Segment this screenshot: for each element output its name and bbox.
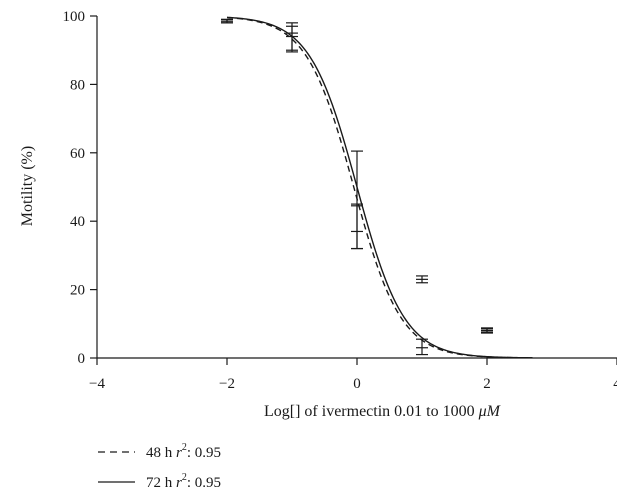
errorbar-s0-p3: [416, 276, 428, 283]
y-tick-label-20: 20: [70, 283, 85, 299]
y-axis-title: Motility (%): [19, 146, 36, 226]
legend-label-48h: 48 h r2: 0.95: [146, 442, 221, 461]
y-tick-label-80: 80: [70, 77, 85, 93]
errorbar-s1-p0: [221, 19, 233, 22]
x-tick-label-−4: −4: [89, 376, 105, 392]
legend-48h-suffix: : 0.95: [187, 445, 221, 461]
error-bars: [221, 19, 493, 354]
errorbar-s1-p1: [286, 26, 298, 50]
legend-48h-prefix: 48 h: [146, 445, 176, 461]
x-tick-label-2: 2: [483, 376, 491, 392]
y-tick-label-0: 0: [78, 351, 86, 367]
legend-72h-suffix: : 0.95: [187, 475, 221, 491]
x-tick-label-−2: −2: [219, 376, 235, 392]
legend: 48 h r2: 0.95 72 h r2: 0.95: [98, 442, 221, 491]
x-tick-label-4: 4: [613, 376, 617, 392]
curve-series-0: [227, 18, 533, 358]
legend-72h-prefix: 72 h: [146, 475, 176, 491]
errorbar-s1-p2: [351, 204, 363, 248]
x-axis-title-main: Log[] of ivermectin 0.01 to 1000: [264, 403, 479, 420]
legend-label-72h: 72 h r2: 0.95: [146, 472, 221, 491]
fitted-curves: [227, 17, 533, 357]
y-tick-label-100: 100: [63, 9, 86, 25]
x-tick-label-0: 0: [353, 376, 361, 392]
axes: 0 20 40 60 80 100 −4 −2 0 2 4: [63, 9, 617, 392]
y-tick-label-40: 40: [70, 214, 85, 230]
x-axis-title: Log[] of ivermectin 0.01 to 1000 μM: [264, 403, 502, 420]
x-axis-title-unit: μM: [478, 403, 502, 420]
curve-series-1: [227, 17, 533, 357]
y-tick-label-60: 60: [70, 146, 85, 162]
errorbar-s1-p4: [481, 329, 493, 332]
